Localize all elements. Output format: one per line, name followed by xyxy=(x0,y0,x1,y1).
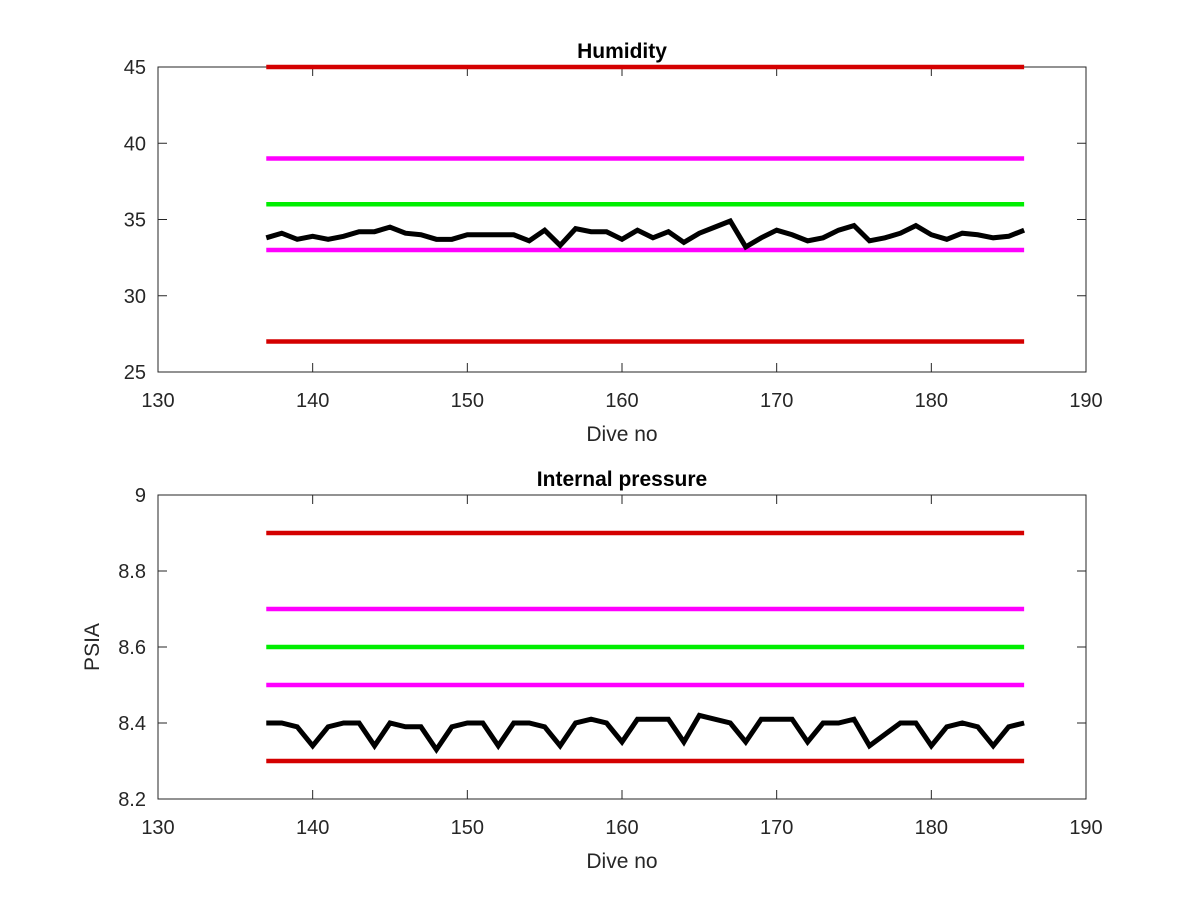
chart-title: Internal pressure xyxy=(537,468,707,491)
x-tick-label: 130 xyxy=(141,817,174,839)
x-tick-label: 170 xyxy=(760,390,793,412)
x-tick-label: 190 xyxy=(1069,817,1102,839)
y-axis-label: PSIA xyxy=(81,623,104,671)
y-tick-label: 35 xyxy=(124,210,146,232)
data-series-line xyxy=(265,217,1026,251)
y-tick-label: 8.4 xyxy=(118,713,146,735)
chart-panel-1: 130 140 150 160 170 180 190 25 30 35 40 45 Humidity D… xyxy=(124,40,1103,446)
y-tick-label: 8.8 xyxy=(118,561,146,583)
x-tick-label: 180 xyxy=(915,817,948,839)
y-tick-label: 30 xyxy=(124,286,146,308)
plot-area xyxy=(157,66,1087,373)
y-tick-label: 9 xyxy=(135,485,146,507)
chart-panel-2: 130 140 150 160 170 180 190 8.2 8.4 8.6 8.8 9 Intern… xyxy=(81,468,1103,873)
y-tick-label: 45 xyxy=(124,57,146,79)
data-series-line xyxy=(266,712,1025,755)
x-tick-label: 160 xyxy=(605,817,638,839)
y-tick-label: 8.6 xyxy=(118,637,146,659)
y-tick-label: 25 xyxy=(124,362,146,384)
x-tick-label: 150 xyxy=(451,817,484,839)
x-tick-label: 140 xyxy=(296,390,329,412)
x-tick-label: 170 xyxy=(760,817,793,839)
x-tick-label: 190 xyxy=(1069,390,1102,412)
x-tick-label: 150 xyxy=(451,390,484,412)
x-axis-label: Dive no xyxy=(586,850,657,873)
y-tick-label: 40 xyxy=(124,133,146,155)
x-tick-label: 140 xyxy=(296,817,329,839)
chart-title: Humidity xyxy=(577,40,667,63)
y-tick-label: 8.2 xyxy=(118,789,146,811)
x-axis-label: Dive no xyxy=(586,423,657,446)
x-tick-label: 160 xyxy=(605,390,638,412)
x-tick-label: 130 xyxy=(141,390,174,412)
x-tick-label: 180 xyxy=(915,390,948,412)
